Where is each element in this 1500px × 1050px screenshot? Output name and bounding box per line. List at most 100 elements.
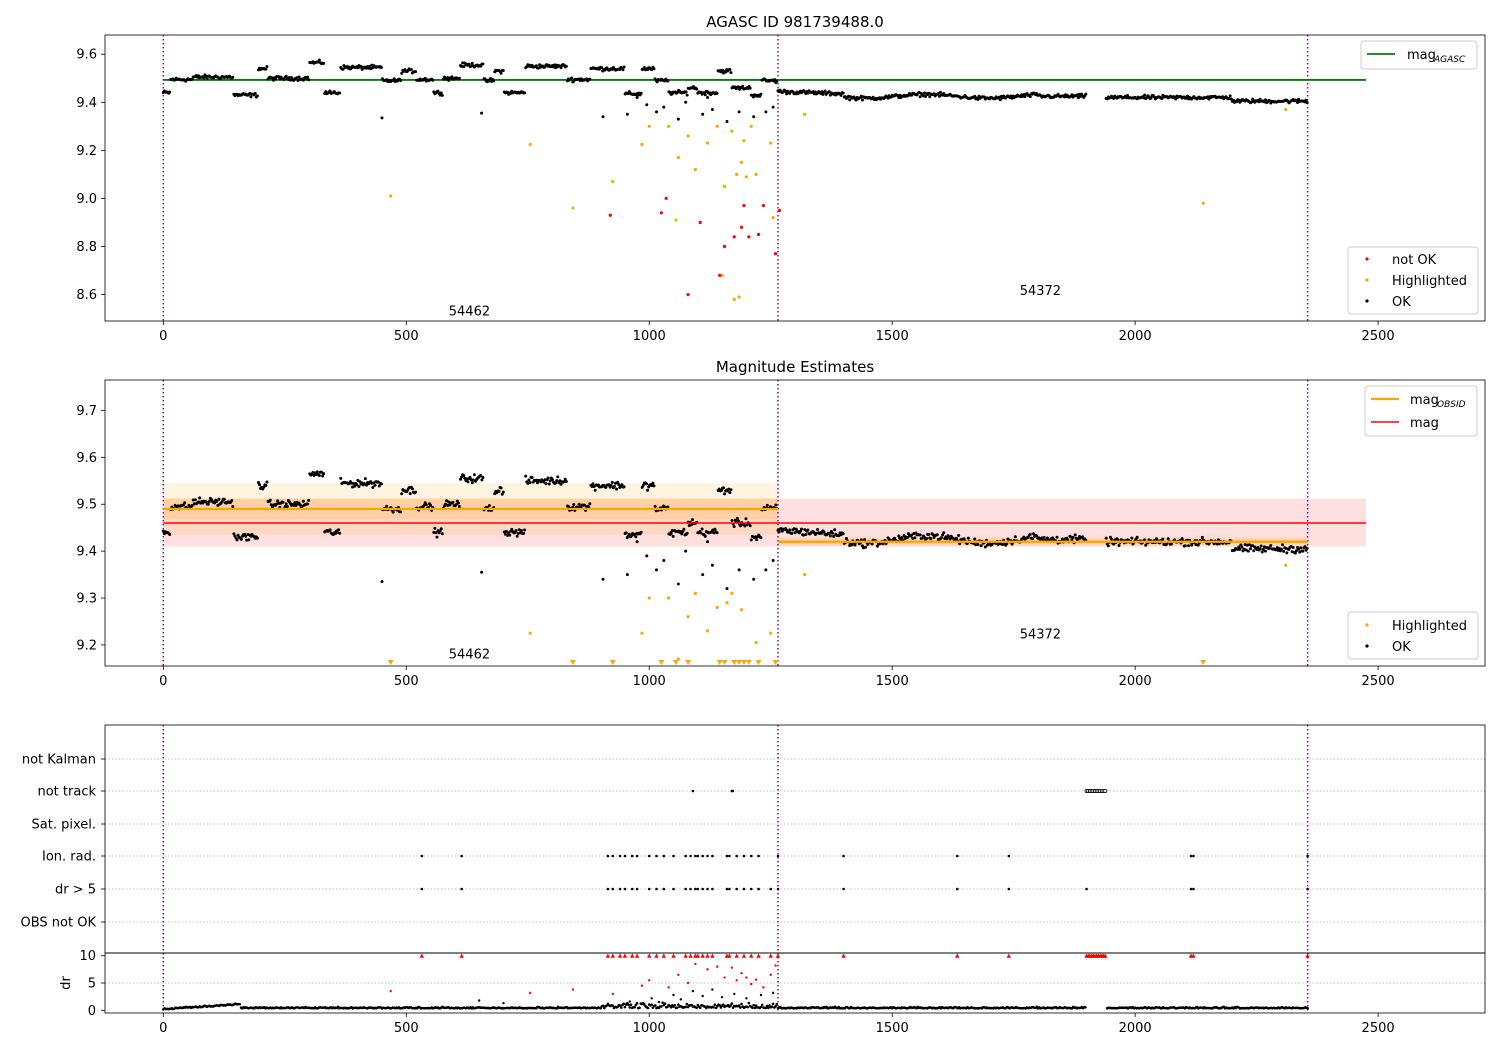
ok-point (1282, 549, 1286, 553)
dr-clipped-marker (661, 953, 667, 958)
ok-point (258, 483, 262, 487)
flag-point (618, 854, 622, 858)
ok-point (216, 503, 220, 507)
ok-point (612, 484, 616, 488)
ok-point (710, 108, 714, 112)
ok-point (828, 534, 832, 538)
ok-point (499, 486, 503, 490)
off-scale-marker (740, 660, 747, 665)
ok-point (281, 500, 285, 504)
ok-point (816, 527, 820, 531)
flag-point (706, 854, 709, 858)
dr-high-point (694, 962, 697, 966)
ok-point (622, 65, 626, 69)
highlighted-point (571, 206, 575, 210)
highlighted-point (389, 194, 393, 198)
ok-point (621, 68, 625, 72)
ok-point (905, 536, 909, 540)
dr-high-point (389, 989, 392, 993)
not-ok-point (722, 244, 727, 249)
ok-point (423, 76, 427, 80)
ok-point (935, 533, 939, 537)
ok-point (1269, 543, 1273, 547)
ok-point (1305, 546, 1309, 550)
x-tick-label: 2500 (1362, 674, 1395, 689)
ok-point (523, 91, 527, 95)
ok-point (864, 545, 868, 549)
ok-point (627, 532, 631, 536)
highlighted-point (715, 605, 719, 609)
ok-point (1174, 97, 1178, 101)
ok-point (723, 492, 727, 496)
highlighted-point (1284, 107, 1288, 112)
ok-point (255, 94, 259, 98)
ok-point (1279, 547, 1283, 551)
ok-point (470, 61, 474, 65)
flag-point (742, 887, 746, 891)
y-tick-label: 9.0 (76, 192, 97, 207)
ok-point (1073, 533, 1077, 537)
observation-id-label: 54462 (449, 304, 490, 319)
flag-point (1007, 887, 1011, 891)
ok-point (881, 542, 885, 546)
legend-marker (1365, 257, 1369, 261)
y-tick-label: 9.6 (76, 451, 97, 466)
ok-point (965, 542, 969, 546)
ok-point (942, 531, 946, 535)
not-ok-point (747, 235, 751, 239)
dr-high-point (730, 966, 734, 969)
x-tick-label: 0 (159, 674, 167, 689)
highlighted-point (803, 112, 807, 116)
flag-point (611, 887, 615, 891)
dr-clipped-marker (841, 953, 846, 958)
off-scale-marker (745, 660, 752, 665)
dr-point (775, 1002, 779, 1006)
ok-point (973, 94, 977, 98)
ok-point (424, 503, 428, 507)
dr-point (712, 1005, 715, 1009)
ok-point (639, 530, 643, 534)
flag-point (684, 854, 687, 858)
y-tick-label: 9.2 (76, 144, 97, 159)
dr-clipped-marker (775, 953, 781, 958)
not-ok-point (777, 208, 782, 213)
flag-point (1306, 887, 1309, 891)
ok-point (736, 519, 740, 523)
highlighted-point (744, 175, 749, 179)
ok-point (457, 76, 461, 80)
ok-point (508, 533, 512, 537)
ok-point (771, 559, 775, 563)
dr-high-point (735, 979, 738, 982)
ok-point (1294, 549, 1298, 553)
flag-point (711, 854, 714, 858)
ok-point (1263, 549, 1267, 553)
dr-high-point (677, 973, 680, 977)
ok-point (546, 476, 550, 480)
ok-point (294, 503, 298, 507)
ok-point (662, 105, 666, 109)
ok-point (900, 536, 904, 540)
ok-point (306, 75, 310, 79)
ok-point (859, 538, 863, 542)
ok-point (168, 532, 172, 536)
dr-clipped-marker (734, 953, 739, 958)
ok-point (679, 530, 683, 534)
ok-point (690, 518, 694, 522)
x-tick-label: 2500 (1362, 329, 1395, 344)
ok-point (699, 531, 703, 535)
ok-point (671, 534, 675, 538)
ok-point (1130, 536, 1134, 540)
ok-point (684, 100, 688, 104)
dr-point (754, 1004, 758, 1007)
highlighted-point (769, 141, 773, 145)
not-ok-point (718, 273, 722, 277)
ok-point (1084, 92, 1088, 96)
ok-point (510, 527, 514, 531)
ok-point (363, 477, 367, 481)
x-tick-label: 2000 (1119, 674, 1152, 689)
ok-point (645, 554, 649, 558)
ok-point (501, 490, 505, 494)
ok-point (729, 488, 733, 492)
flag-point (691, 789, 695, 793)
ok-point (274, 77, 278, 81)
